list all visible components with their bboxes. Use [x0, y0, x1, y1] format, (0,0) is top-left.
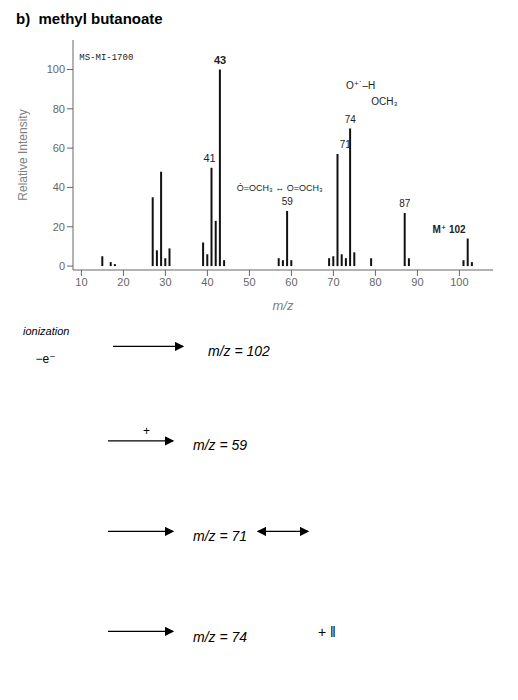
svg-text:41: 41	[203, 152, 215, 164]
svg-text:m/z: m/z	[273, 298, 294, 313]
svg-text:80: 80	[369, 276, 381, 288]
svg-text:40: 40	[53, 181, 65, 193]
svg-text:m/z = 59: m/z = 59	[193, 437, 247, 453]
svg-text:50: 50	[243, 276, 255, 288]
svg-text:m/z = 71: m/z = 71	[193, 528, 247, 544]
svg-text:40: 40	[201, 276, 213, 288]
svg-text:OCH₃: OCH₃	[371, 96, 397, 107]
svg-text:87: 87	[399, 198, 411, 209]
svg-text:59: 59	[282, 196, 294, 207]
svg-text:m/z = 102: m/z = 102	[208, 343, 270, 359]
svg-text:20: 20	[117, 276, 129, 288]
svg-text:+: +	[143, 424, 150, 438]
svg-text:80: 80	[53, 103, 65, 115]
svg-text:20: 20	[53, 221, 65, 233]
svg-text:10: 10	[75, 276, 87, 288]
svg-text:Ȯ=OCH₃ ↔ O=OCH₃: Ȯ=OCH₃ ↔ O=OCH₃	[237, 183, 323, 193]
svg-text:−e⁻: −e⁻	[36, 352, 56, 366]
svg-text:ionization: ionization	[23, 325, 69, 337]
svg-text:+ ‖: + ‖	[318, 624, 336, 640]
svg-text:Relative Intensity: Relative Intensity	[16, 109, 30, 200]
svg-text:60: 60	[53, 142, 65, 154]
svg-text:O⁺˙–H: O⁺˙–H	[346, 80, 375, 91]
svg-text:100: 100	[47, 63, 65, 75]
svg-text:30: 30	[159, 276, 171, 288]
svg-text:M⁺ 102: M⁺ 102	[433, 224, 467, 235]
svg-text:71: 71	[340, 139, 352, 150]
svg-text:90: 90	[411, 276, 423, 288]
svg-text:m/z = 74: m/z = 74	[193, 629, 247, 645]
svg-text:43: 43	[214, 54, 226, 66]
html-text:b) methyl butanoate: b) methyl butanoate	[16, 10, 163, 27]
svg-text:74: 74	[345, 114, 357, 125]
svg-text:70: 70	[327, 276, 339, 288]
svg-text:100: 100	[450, 276, 468, 288]
svg-text:60: 60	[285, 276, 297, 288]
svg-text:0: 0	[59, 260, 65, 272]
svg-text:MS-MI-1700: MS-MI-1700	[79, 53, 133, 63]
